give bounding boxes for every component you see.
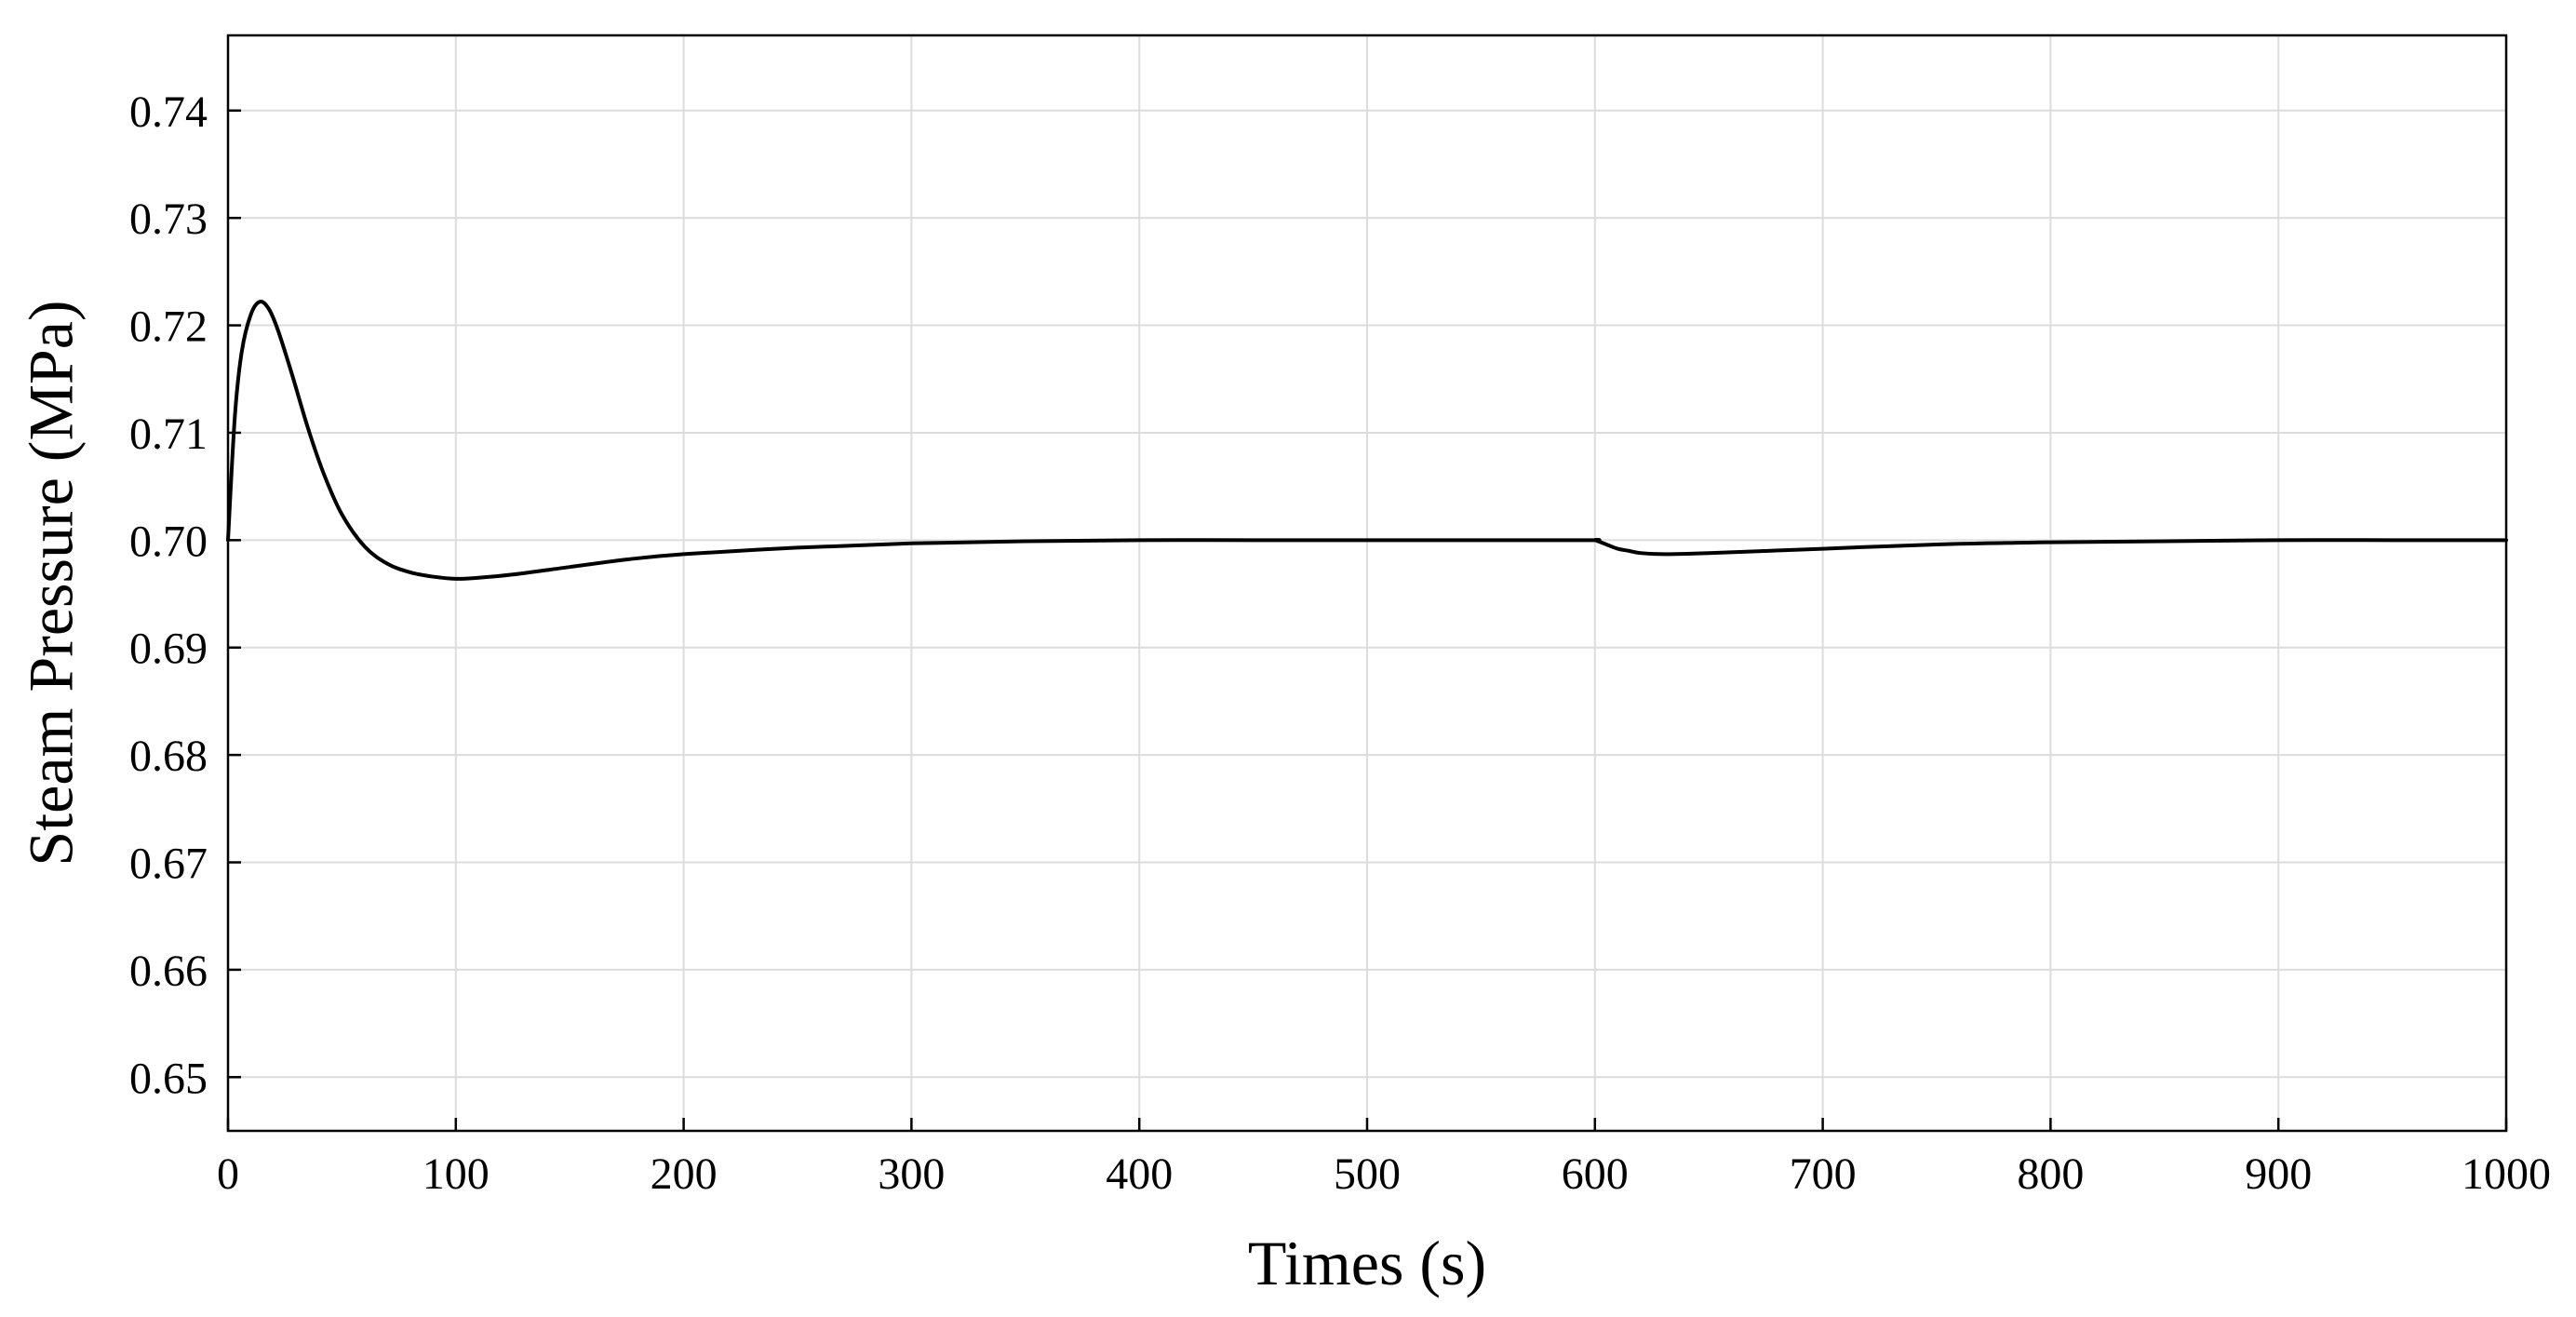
x-axis-label: Times (s) bbox=[1248, 1228, 1486, 1298]
grid bbox=[227, 35, 2507, 1131]
x-tick-label: 600 bbox=[1562, 1149, 1629, 1199]
y-tick-label: 0.68 bbox=[129, 732, 208, 781]
y-tick-label: 0.66 bbox=[129, 947, 208, 996]
ticks bbox=[226, 109, 2508, 1131]
x-tick-label: 900 bbox=[2245, 1149, 2312, 1199]
y-tick-label: 0.69 bbox=[129, 625, 208, 674]
series-line bbox=[226, 300, 2508, 581]
x-tick-label: 400 bbox=[1106, 1149, 1173, 1199]
y-tick-label: 0.73 bbox=[129, 195, 208, 244]
x-tick-label: 200 bbox=[651, 1149, 718, 1199]
y-tick-label: 0.65 bbox=[129, 1054, 208, 1103]
x-tick-label: 1000 bbox=[2462, 1149, 2551, 1199]
x-tick-labels: 0 100 200 300 400 500 600 700 800 900 1000 bbox=[217, 1149, 2551, 1199]
y-tick-labels: 0.65 0.66 0.67 0.68 0.69 0.70 0.71 0.72 0.73 0.74 bbox=[129, 87, 208, 1104]
y-tick-label: 0.71 bbox=[129, 410, 208, 459]
y-tick-label: 0.74 bbox=[129, 87, 208, 137]
y-tick-label: 0.70 bbox=[129, 517, 208, 566]
y-tick-label: 0.67 bbox=[129, 840, 208, 889]
x-tick-label: 800 bbox=[2017, 1149, 2084, 1199]
x-tick-label: 700 bbox=[1790, 1149, 1857, 1199]
x-tick-label: 100 bbox=[423, 1149, 490, 1199]
x-tick-label: 300 bbox=[878, 1149, 945, 1199]
x-tick-label: 0 bbox=[217, 1149, 239, 1199]
y-axis-label: Steam Pressure (MPa) bbox=[16, 300, 87, 866]
y-tick-label: 0.72 bbox=[129, 302, 208, 352]
x-tick-label: 500 bbox=[1334, 1149, 1401, 1199]
